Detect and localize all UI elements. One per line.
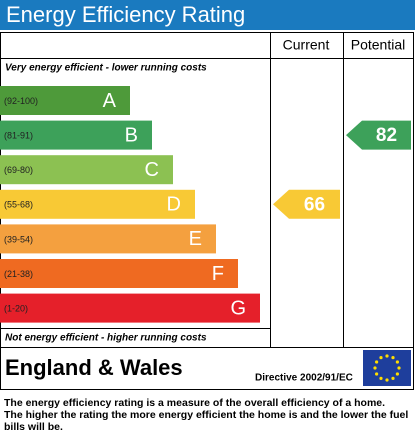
rating-arrow	[346, 120, 411, 150]
directive: Directive 2002/91/EC	[255, 373, 353, 384]
rating-value: 82	[376, 125, 397, 146]
band-letter: C	[145, 159, 159, 181]
band-range: (1-20)	[4, 303, 28, 313]
flag-star	[375, 372, 379, 376]
band	[0, 259, 238, 288]
rating-value: 66	[304, 194, 325, 215]
flag-star	[395, 360, 399, 364]
description-line: The energy efficiency rating is a measur…	[4, 397, 385, 409]
footer-border	[0, 347, 414, 390]
title: Energy Efficiency Rating	[6, 2, 245, 27]
flag-star	[379, 376, 383, 380]
band	[0, 293, 260, 323]
flag-star	[397, 366, 401, 370]
band-range: (81-91)	[4, 130, 33, 140]
rating-arrow	[273, 189, 340, 219]
title-bar	[0, 0, 415, 30]
band-letter: B	[125, 124, 138, 146]
band	[0, 86, 130, 115]
potential-header: Potential	[351, 37, 405, 53]
top-note: Very energy efficient - lower running co…	[5, 63, 207, 74]
description-line: bills will be.	[4, 421, 63, 433]
region: England & Wales	[5, 355, 183, 380]
band-range: (92-100)	[4, 96, 38, 106]
current-header: Current	[283, 37, 330, 53]
flag-star	[391, 356, 395, 360]
band	[0, 120, 152, 150]
bottom-note: Not energy efficient - higher running co…	[5, 333, 207, 344]
description-line: The higher the rating the more energy ef…	[4, 409, 408, 421]
band-range: (69-80)	[4, 165, 33, 175]
flag-star	[379, 356, 383, 360]
band-letter: D	[167, 194, 181, 216]
band-letter: G	[230, 297, 246, 319]
flag-star	[373, 366, 377, 370]
flag-star	[385, 354, 389, 358]
eu-flag	[363, 350, 411, 386]
band-range: (39-54)	[4, 234, 33, 244]
flag-star	[375, 360, 379, 364]
band-letter: E	[189, 228, 202, 250]
band-letter: A	[103, 90, 117, 112]
band	[0, 189, 195, 219]
band-letter: F	[212, 263, 224, 285]
flag-star	[395, 372, 399, 376]
band-range: (55-68)	[4, 200, 33, 210]
band	[0, 155, 173, 185]
flag-star	[391, 376, 395, 380]
band	[0, 224, 216, 254]
band-range: (21-38)	[4, 269, 33, 279]
flag-star	[385, 378, 389, 382]
